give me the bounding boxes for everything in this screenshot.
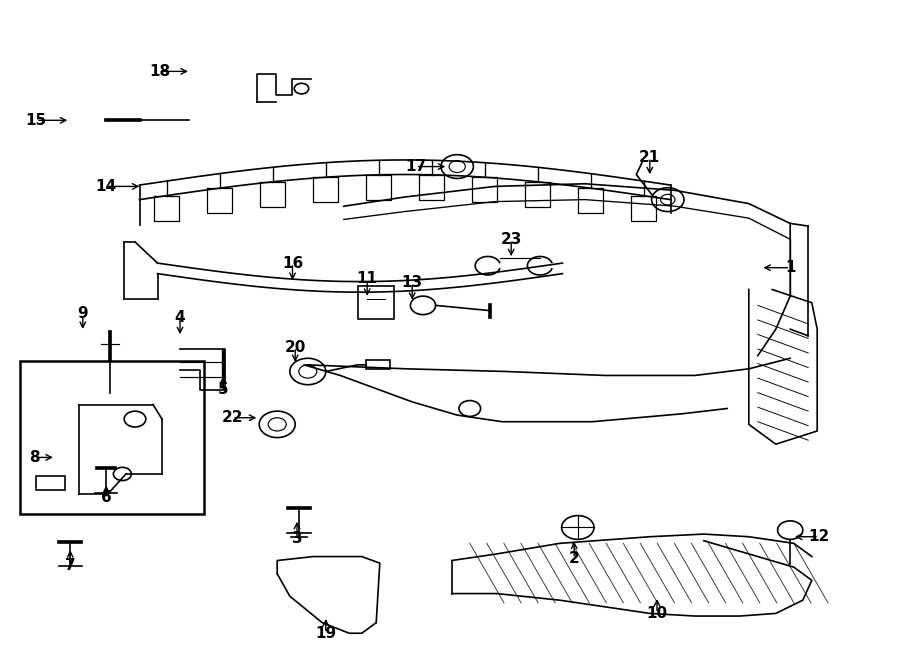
Text: 2: 2 (569, 551, 580, 566)
Text: 11: 11 (356, 272, 378, 286)
Text: 22: 22 (221, 410, 243, 425)
Text: 6: 6 (101, 490, 112, 504)
Text: 3: 3 (292, 531, 302, 546)
Bar (358, 286, 394, 319)
Text: 18: 18 (149, 64, 171, 79)
Text: 16: 16 (282, 256, 303, 270)
Text: 23: 23 (500, 232, 522, 247)
Text: 20: 20 (284, 340, 306, 354)
Text: 21: 21 (639, 150, 661, 165)
Text: 8: 8 (29, 450, 40, 465)
Bar (366, 360, 390, 369)
Text: 5: 5 (218, 383, 229, 397)
Text: 1: 1 (785, 260, 796, 275)
Text: 15: 15 (25, 113, 47, 128)
Text: 4: 4 (175, 310, 185, 325)
Text: 19: 19 (315, 626, 337, 641)
Text: 7: 7 (65, 558, 76, 572)
Bar (20, 361, 204, 514)
Text: 13: 13 (401, 276, 423, 290)
Text: 9: 9 (77, 307, 88, 321)
Text: 12: 12 (808, 529, 830, 544)
Text: 14: 14 (95, 179, 117, 194)
Text: 10: 10 (646, 606, 668, 621)
Bar (36, 476, 65, 490)
Text: 17: 17 (405, 159, 427, 174)
